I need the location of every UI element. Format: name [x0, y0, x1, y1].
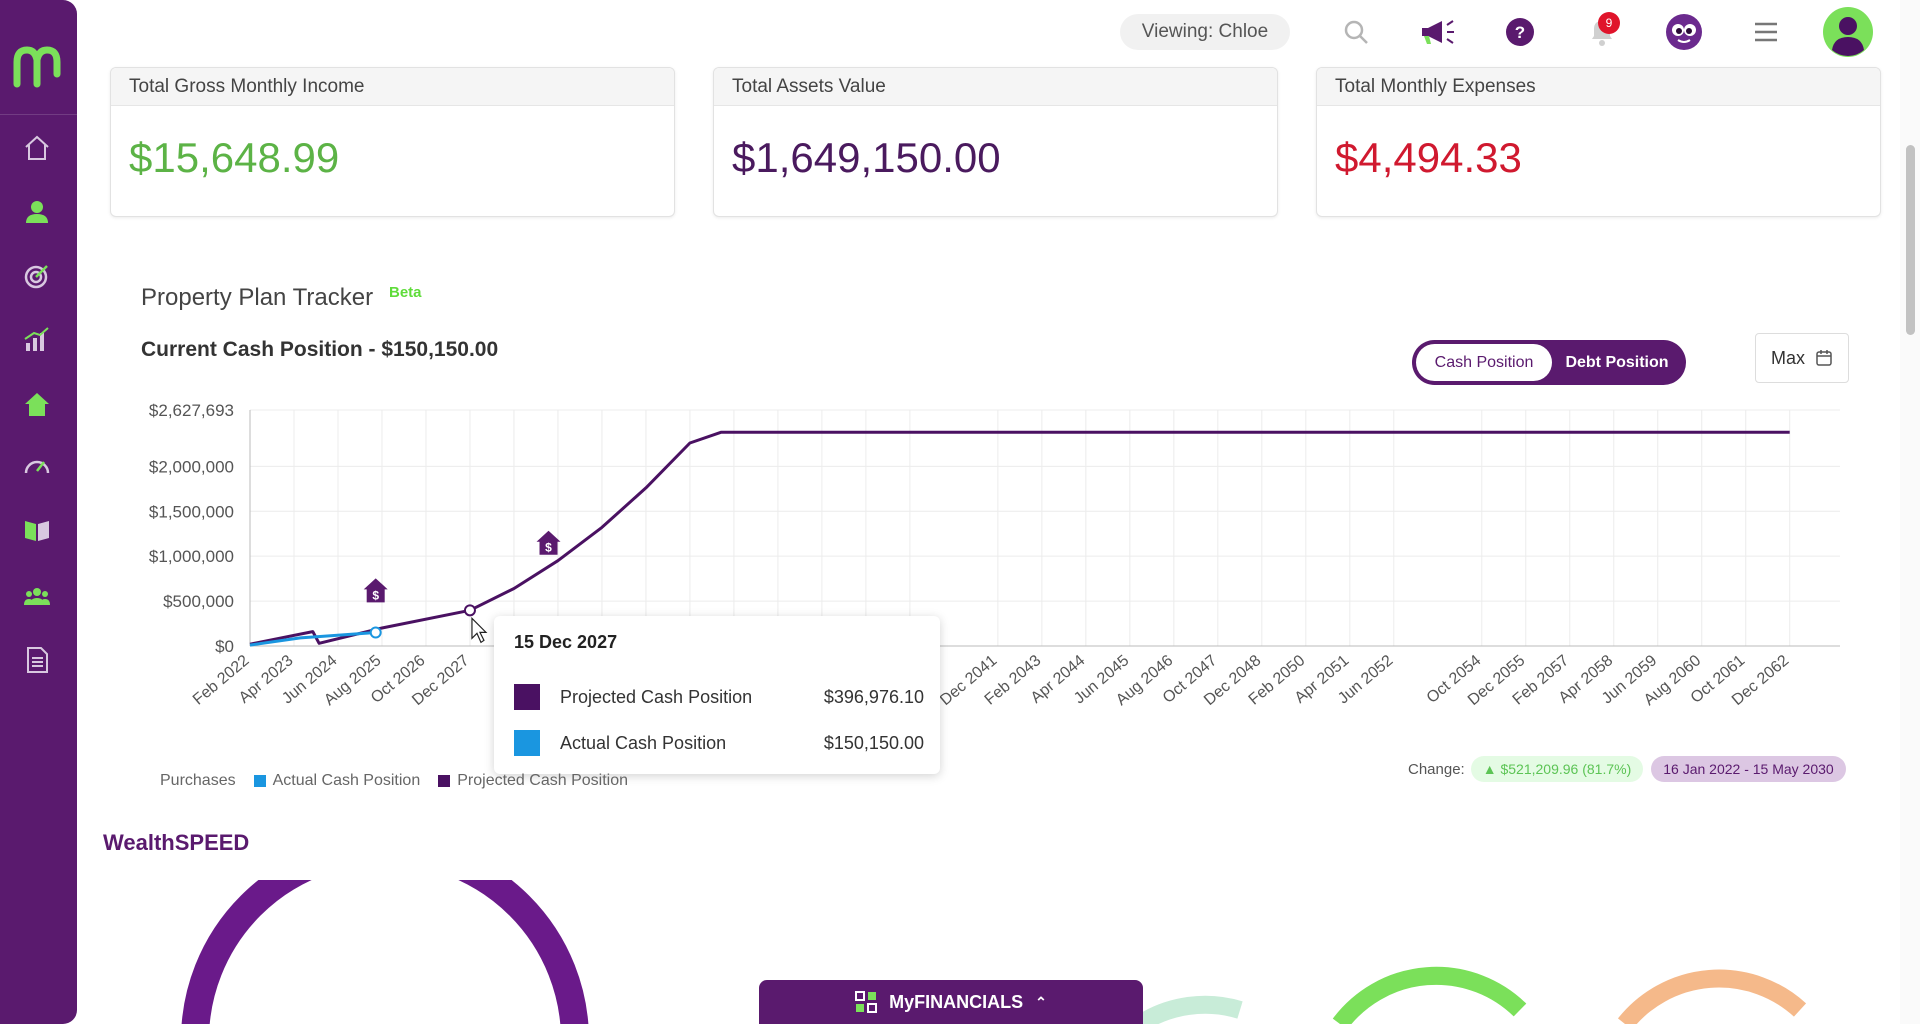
y-tick-label: $500,000 — [163, 592, 234, 611]
dashboard-grid-icon — [855, 991, 878, 1013]
projected-cash-line — [249, 430, 1790, 646]
help-icon[interactable]: ? — [1500, 12, 1540, 52]
home-icon[interactable] — [21, 132, 53, 164]
sidebar-divider — [0, 114, 77, 115]
search-icon[interactable] — [1336, 12, 1376, 52]
change-range-pill: 16 Jan 2022 - 15 May 2030 — [1651, 756, 1846, 782]
legend-projected[interactable]: Projected Cash Position — [438, 772, 628, 790]
analytics-chart-icon[interactable] — [21, 324, 53, 356]
legend-projected-swatch — [438, 775, 451, 787]
chart-tooltip: 15 Dec 2027 Projected Cash Position $396… — [494, 616, 940, 774]
date-range-picker[interactable]: Max — [1755, 333, 1849, 383]
tooltip-row-actual: Actual Cash Position $150,150.00 — [514, 730, 924, 756]
user-avatar[interactable] — [1822, 6, 1874, 58]
legend-actual-swatch — [253, 775, 266, 787]
legend-purchases-label: Purchases — [160, 772, 236, 789]
y-tick-label: $0 — [215, 637, 234, 656]
megaphone-icon[interactable] — [1418, 12, 1458, 52]
chevron-up-icon: ⌃ — [1035, 993, 1047, 1010]
cash-position-toggle[interactable]: Cash Position — [1416, 344, 1552, 381]
tooltip-value-projected: $396,976.10 — [823, 686, 924, 707]
sidebar — [0, 0, 77, 1024]
projected-point-marker — [463, 604, 476, 617]
svg-text:$: $ — [545, 541, 552, 555]
tooltip-label-projected: Projected Cash Position — [560, 686, 753, 707]
current-cash-position: Current Cash Position - $150,150.00 — [141, 338, 499, 361]
actual-cash-line — [249, 631, 376, 647]
income-card-title: Total Gross Monthly Income — [111, 68, 674, 106]
expenses-card-title: Total Monthly Expenses — [1317, 68, 1880, 106]
date-range-label: Max — [1770, 347, 1805, 368]
change-summary: Change: ▲ $521,209.96 (81.7%) 16 Jan 202… — [1408, 756, 1846, 782]
mouse-cursor — [471, 616, 488, 644]
y-tick-label: $2,627,693 — [149, 401, 234, 420]
legend-actual-label: Actual Cash Position — [272, 772, 421, 789]
tooltip-label-actual: Actual Cash Position — [560, 732, 727, 753]
expenses-card: Total Monthly Expenses $4,494.33 — [1316, 67, 1881, 217]
wealthspeed-gauges — [181, 880, 1807, 1024]
scrollbar-thumb[interactable] — [1906, 145, 1915, 335]
myfinancials-label: MyFINANCIALS — [889, 991, 1024, 1012]
tooltip-value-actual: $150,150.00 — [823, 732, 924, 753]
gauge-green-arc — [1332, 966, 1527, 1024]
property-home-icon[interactable] — [21, 388, 53, 420]
profile-icon[interactable] — [21, 196, 53, 228]
notifications-bell-icon[interactable]: 9 — [1582, 12, 1622, 52]
wealthspeed-title: WealthSPEED — [103, 830, 250, 855]
change-value: $521,209.96 (81.7%) — [1500, 761, 1632, 777]
tooltip-date: 15 Dec 2027 — [514, 632, 618, 652]
chart-legend: Purchases Actual Cash Position Projected… — [160, 772, 646, 790]
team-users-icon[interactable] — [21, 580, 53, 612]
assistant-avatar-icon[interactable] — [1664, 12, 1704, 52]
tracker-title: Property Plan Tracker — [141, 284, 374, 311]
tooltip-swatch-actual — [514, 730, 540, 756]
notification-count-badge: 9 — [1598, 12, 1620, 34]
gauge-orange-arc — [1617, 969, 1807, 1024]
income-card-value: $15,648.99 — [129, 134, 340, 181]
y-tick-label: $1,000,000 — [149, 547, 234, 566]
document-icon[interactable] — [21, 644, 53, 676]
viewing-user-chip[interactable]: Viewing: Chloe — [1120, 14, 1290, 50]
tooltip-row-projected: Projected Cash Position $396,976.10 — [514, 684, 924, 710]
assets-card-value: $1,649,150.00 — [732, 134, 1001, 181]
legend-purchases[interactable]: Purchases — [160, 772, 236, 790]
scrollbar-track[interactable] — [1900, 0, 1920, 1024]
expenses-card-value: $4,494.33 — [1335, 134, 1522, 181]
change-value-pill: ▲ $521,209.96 (81.7%) — [1470, 756, 1644, 782]
speedometer-icon[interactable] — [21, 450, 53, 482]
calendar-icon — [1816, 350, 1832, 366]
assets-card: Total Assets Value $1,649,150.00 — [713, 67, 1278, 217]
learning-book-icon[interactable] — [21, 514, 53, 546]
change-label: Change: — [1408, 760, 1465, 778]
legend-projected-label: Projected Cash Position — [457, 772, 628, 789]
legend-actual[interactable]: Actual Cash Position — [253, 772, 421, 790]
purchase-house-icon[interactable]: $ — [363, 578, 388, 603]
assets-card-title: Total Assets Value — [714, 68, 1277, 106]
purchase-house-icon[interactable]: $ — [536, 530, 561, 555]
wealthspeed-main-gauge — [181, 880, 589, 1024]
svg-text:?: ? — [1515, 23, 1525, 42]
app-logo[interactable] — [13, 40, 65, 92]
position-toggle: Cash Position Debt Position — [1412, 340, 1686, 385]
myfinancials-drawer-button[interactable]: MyFINANCIALS ⌃ — [759, 980, 1143, 1024]
debt-position-toggle[interactable]: Debt Position — [1565, 353, 1669, 371]
y-tick-label: $2,000,000 — [149, 457, 234, 476]
svg-text:$: $ — [372, 588, 379, 602]
gauge-secondary-arc — [1135, 995, 1243, 1024]
tooltip-swatch-projected — [514, 684, 540, 710]
beta-badge: Beta — [389, 284, 422, 301]
goals-target-icon[interactable] — [21, 260, 53, 292]
actual-point-marker — [369, 626, 382, 639]
y-tick-label: $1,500,000 — [149, 502, 234, 521]
income-card: Total Gross Monthly Income $15,648.99 — [110, 67, 675, 217]
menu-hamburger-icon[interactable] — [1746, 12, 1786, 52]
